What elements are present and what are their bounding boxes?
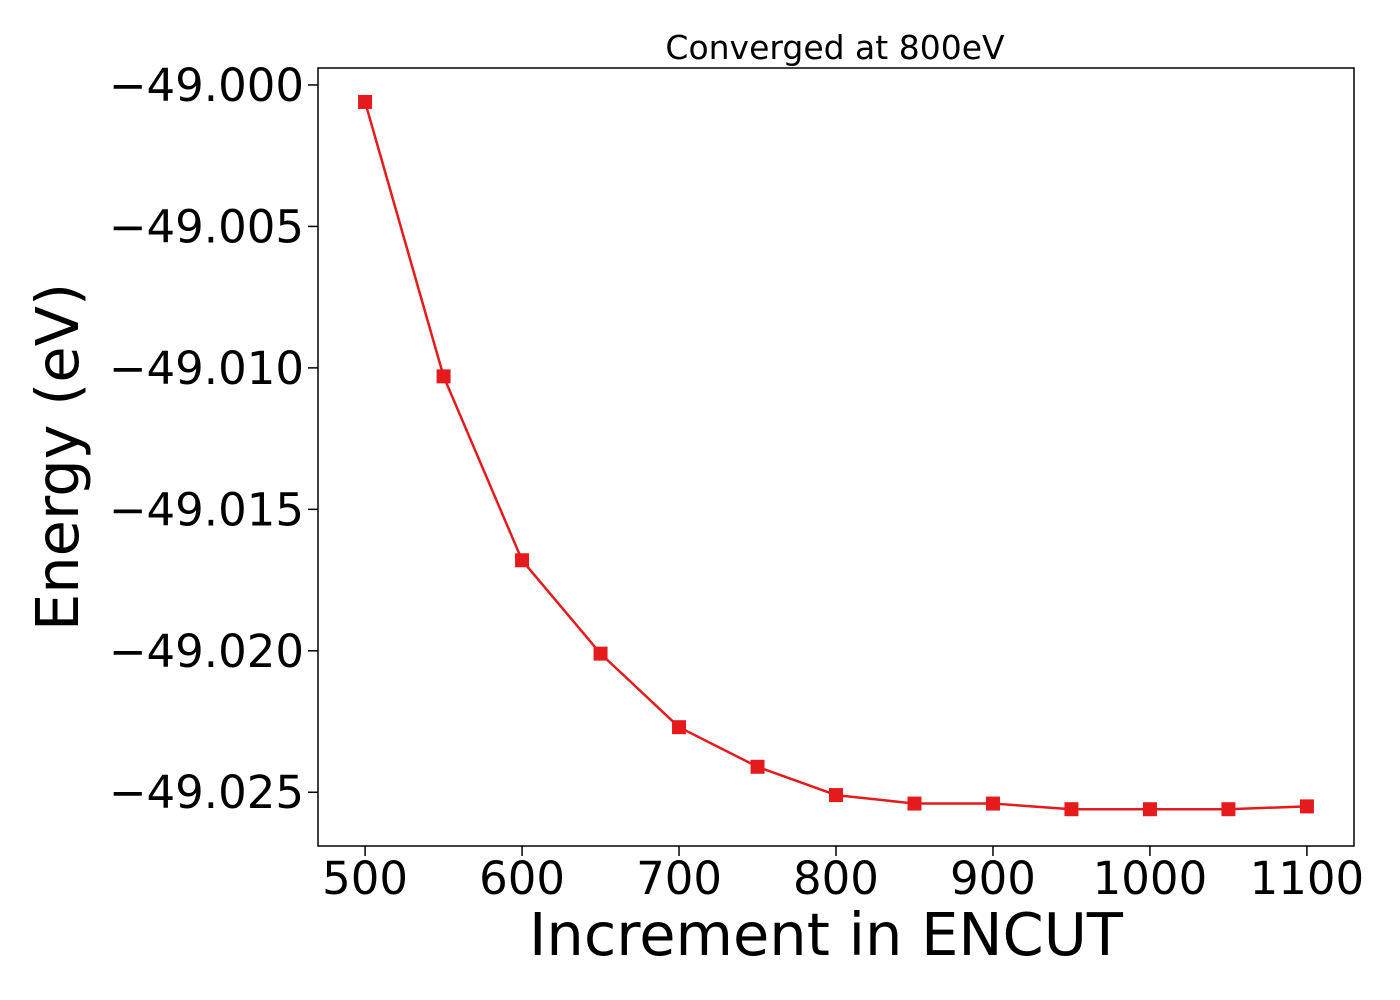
- x-axis-ticks: 500 600 700 800 900 1000 1100: [322, 846, 1364, 905]
- data-point-marker: [672, 720, 687, 735]
- x-tick-label: 900: [950, 852, 1036, 905]
- data-point-marker: [1142, 802, 1157, 817]
- plot-frame: [317, 67, 1355, 847]
- y-axis-label: Energy (eV): [23, 283, 92, 631]
- x-tick-label: 500: [322, 852, 408, 905]
- y-tick-label: −49.005: [109, 200, 304, 253]
- x-tick-label: 1100: [1250, 852, 1365, 905]
- x-tick-label: 600: [479, 852, 565, 905]
- data-point-marker: [1299, 799, 1314, 814]
- data-point-marker: [1064, 802, 1079, 817]
- chart-title: Converged at 800eV: [665, 28, 1005, 67]
- series-layer: [358, 94, 1314, 817]
- data-point-marker: [829, 788, 843, 803]
- data-point-marker: [593, 646, 608, 661]
- data-point-marker: [1221, 802, 1236, 817]
- x-tick-label: 700: [636, 852, 722, 905]
- y-tick-label: −49.015: [109, 483, 304, 536]
- x-tick-label: 800: [793, 852, 879, 905]
- y-tick-label: −49.020: [109, 625, 304, 678]
- data-point-marker: [985, 796, 1000, 811]
- data-point-marker: [907, 796, 922, 811]
- data-point-marker: [436, 369, 451, 384]
- x-axis-label: Increment in ENCUT: [529, 900, 1124, 969]
- y-tick-label: −49.000: [109, 59, 304, 112]
- data-point-marker: [515, 553, 530, 568]
- data-point-marker: [750, 759, 765, 774]
- y-axis-ticks: −49.000 −49.005 −49.010 −49.015 −49.020 −49.0…: [109, 59, 318, 819]
- data-point-marker: [358, 94, 373, 109]
- y-tick-label: −49.025: [109, 766, 304, 819]
- y-tick-label: −49.010: [109, 342, 304, 395]
- x-tick-label: 1000: [1093, 852, 1208, 905]
